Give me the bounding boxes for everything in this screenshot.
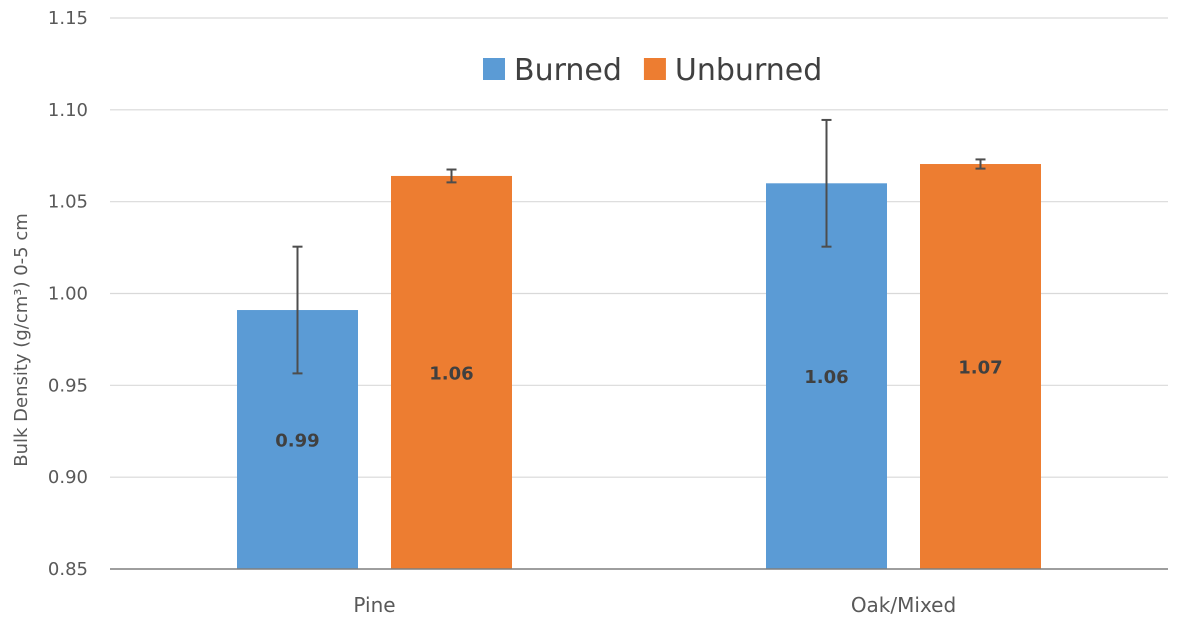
y-tick-label: 1.00 [48,284,88,305]
data-label: 1.07 [958,358,1002,379]
y-tick-label: 0.95 [48,375,88,396]
data-label: 1.06 [804,367,848,388]
x-tick-label: Oak/Mixed [851,593,956,617]
axes: 0.85 0.90 0.95 1.00 1.05 1.10 1.15 Pine Oak/Mixe… [48,8,1168,617]
legend-label: Burned [514,53,622,88]
y-tick-label: 0.90 [48,467,88,488]
x-tick-label: Pine [353,593,395,617]
data-label: 0.99 [275,431,319,452]
y-tick-label: 1.05 [48,192,88,213]
legend-swatch [483,58,505,80]
y-tick-label: 1.15 [48,8,88,29]
y-tick-label: 0.85 [48,559,88,580]
legend-label: Unburned [675,53,822,88]
legend-swatch [643,58,666,80]
error-bars [292,118,986,375]
y-axis-label: Bulk Density (g/cm³) 0-5 cm [11,213,32,467]
data-labels: 0.99 1.06 1.06 1.07 [275,358,1002,452]
bar-unburned-oakmixed [920,164,1041,569]
legend: Burned Unburned [483,53,822,88]
data-label: 1.06 [429,363,473,384]
bars [237,164,1041,570]
bar-unburned-pine [391,175,512,569]
y-tick-label: 1.10 [48,100,88,121]
